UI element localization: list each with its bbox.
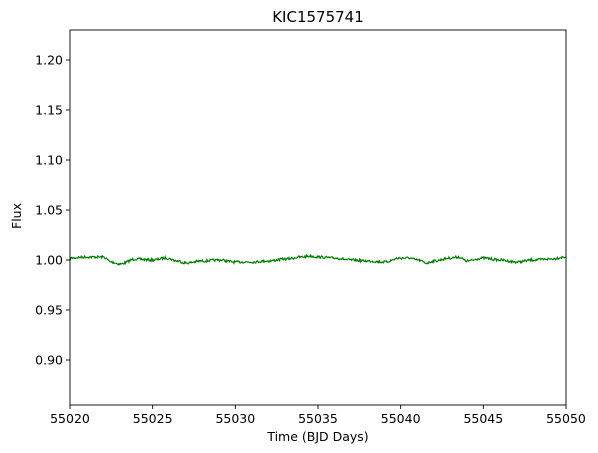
y-tick-label: 1.20 xyxy=(35,53,63,68)
x-tick-label: 55025 xyxy=(133,411,173,426)
x-axis-label: Time (BJD Days) xyxy=(266,429,368,444)
x-axis: 55020 55025 55030 55035 55040 55045 55050 xyxy=(50,405,586,426)
y-tick-label: 1.15 xyxy=(35,103,63,118)
y-axis-label: Flux xyxy=(9,203,24,229)
y-tick-label: 1.10 xyxy=(35,153,63,168)
y-axis: 0.90 0.95 1.00 1.05 1.10 1.15 1.20 xyxy=(35,53,70,368)
y-tick-label: 1.05 xyxy=(35,203,63,218)
y-tick-label: 1.00 xyxy=(35,253,63,268)
chart-title: KIC1575741 xyxy=(272,8,364,26)
flux-series-line xyxy=(69,253,567,266)
x-tick-label: 55050 xyxy=(546,411,586,426)
x-tick-label: 55035 xyxy=(298,411,338,426)
x-tick-label: 55040 xyxy=(381,411,421,426)
y-tick-label: 0.95 xyxy=(35,303,63,318)
plot-frame xyxy=(69,29,567,406)
x-tick-label: 55030 xyxy=(215,411,255,426)
plot-area xyxy=(69,253,567,266)
y-tick-label: 0.90 xyxy=(35,353,63,368)
x-tick-label: 55045 xyxy=(463,411,503,426)
x-tick-label: 55020 xyxy=(50,411,90,426)
